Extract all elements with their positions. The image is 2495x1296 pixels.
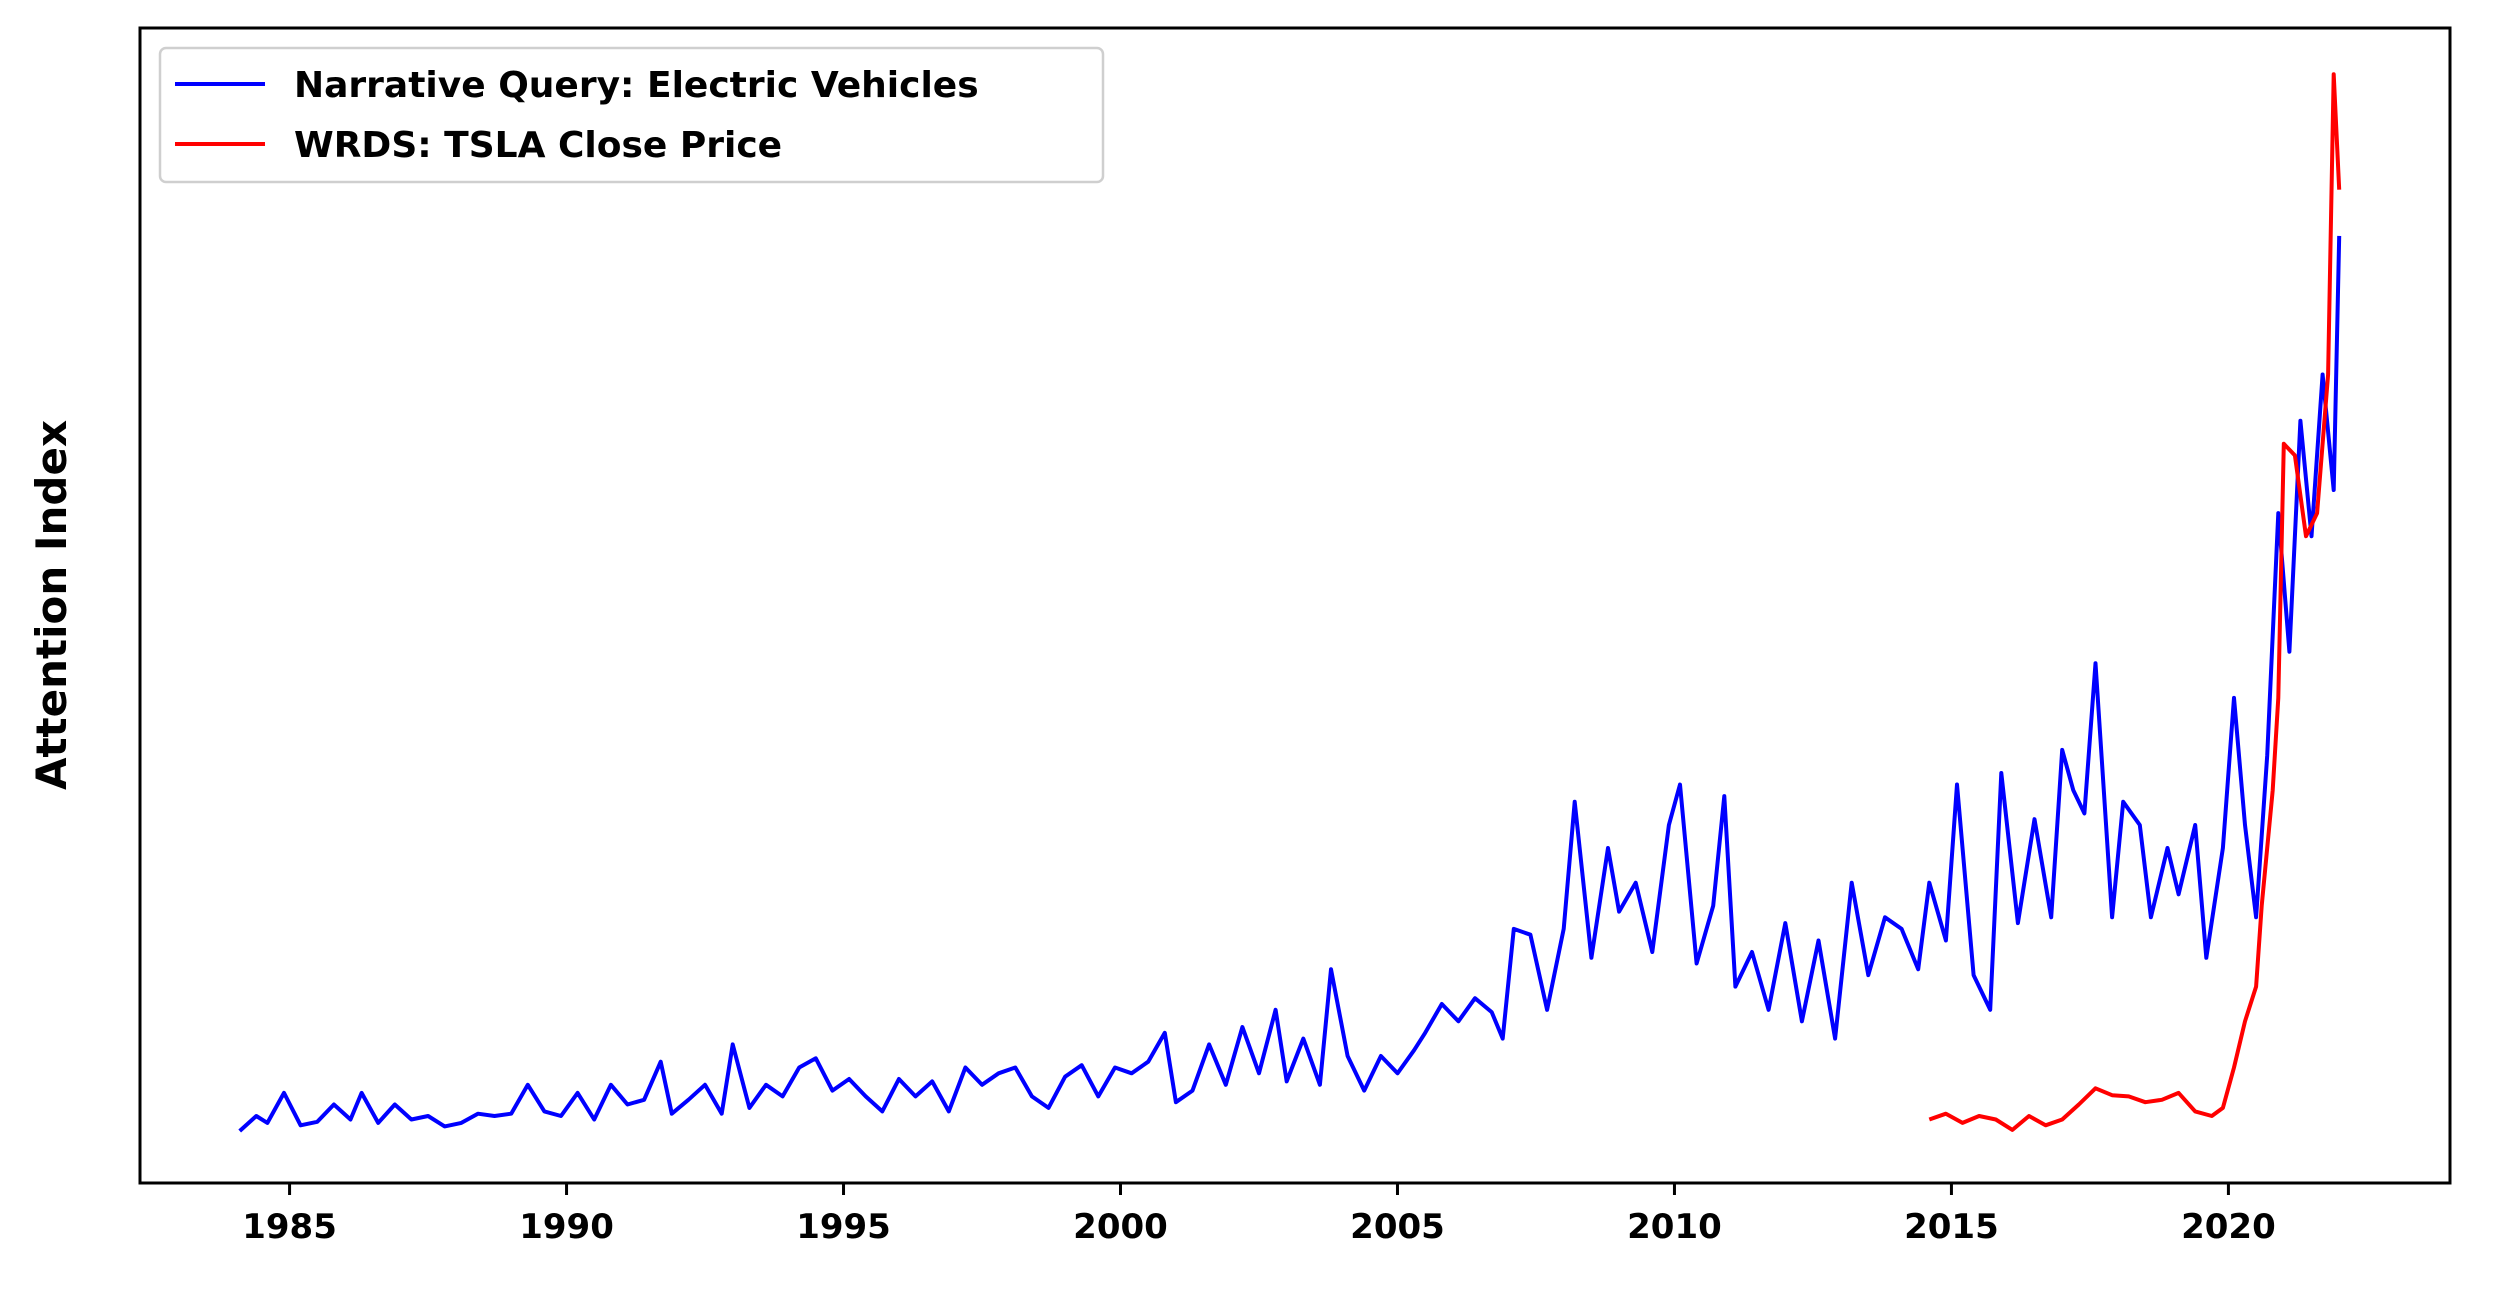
x-axis: 1985 1990 1995 2000 2005 2010 2015 2020 [242,1183,2276,1247]
x-tick-label: 2010 [1627,1207,1722,1247]
x-tick-label: 1985 [242,1207,337,1247]
x-tick-label: 2015 [1904,1207,1999,1247]
x-tick-label: 2005 [1350,1207,1445,1247]
y-axis-label: Attention Index [27,420,76,790]
x-tick-label: 1995 [796,1207,891,1247]
plot-frame [138,26,2452,1185]
x-tick-label: 1990 [519,1207,614,1247]
legend: Narrative Query: Electric Vehicles WRDS:… [158,46,1105,184]
legend-frame [158,46,1105,184]
series-line-electric-vehicles [238,235,2342,1133]
x-tick-label: 2020 [2181,1207,2276,1247]
legend-label-electric-vehicles: Narrative Query: Electric Vehicles [294,65,979,106]
x-tick-label: 2000 [1073,1207,1168,1247]
series-line-tsla-close-price [1928,72,2342,1132]
series-layer [238,72,2342,1133]
legend-label-tsla: WRDS: TSLA Close Price [294,125,782,166]
